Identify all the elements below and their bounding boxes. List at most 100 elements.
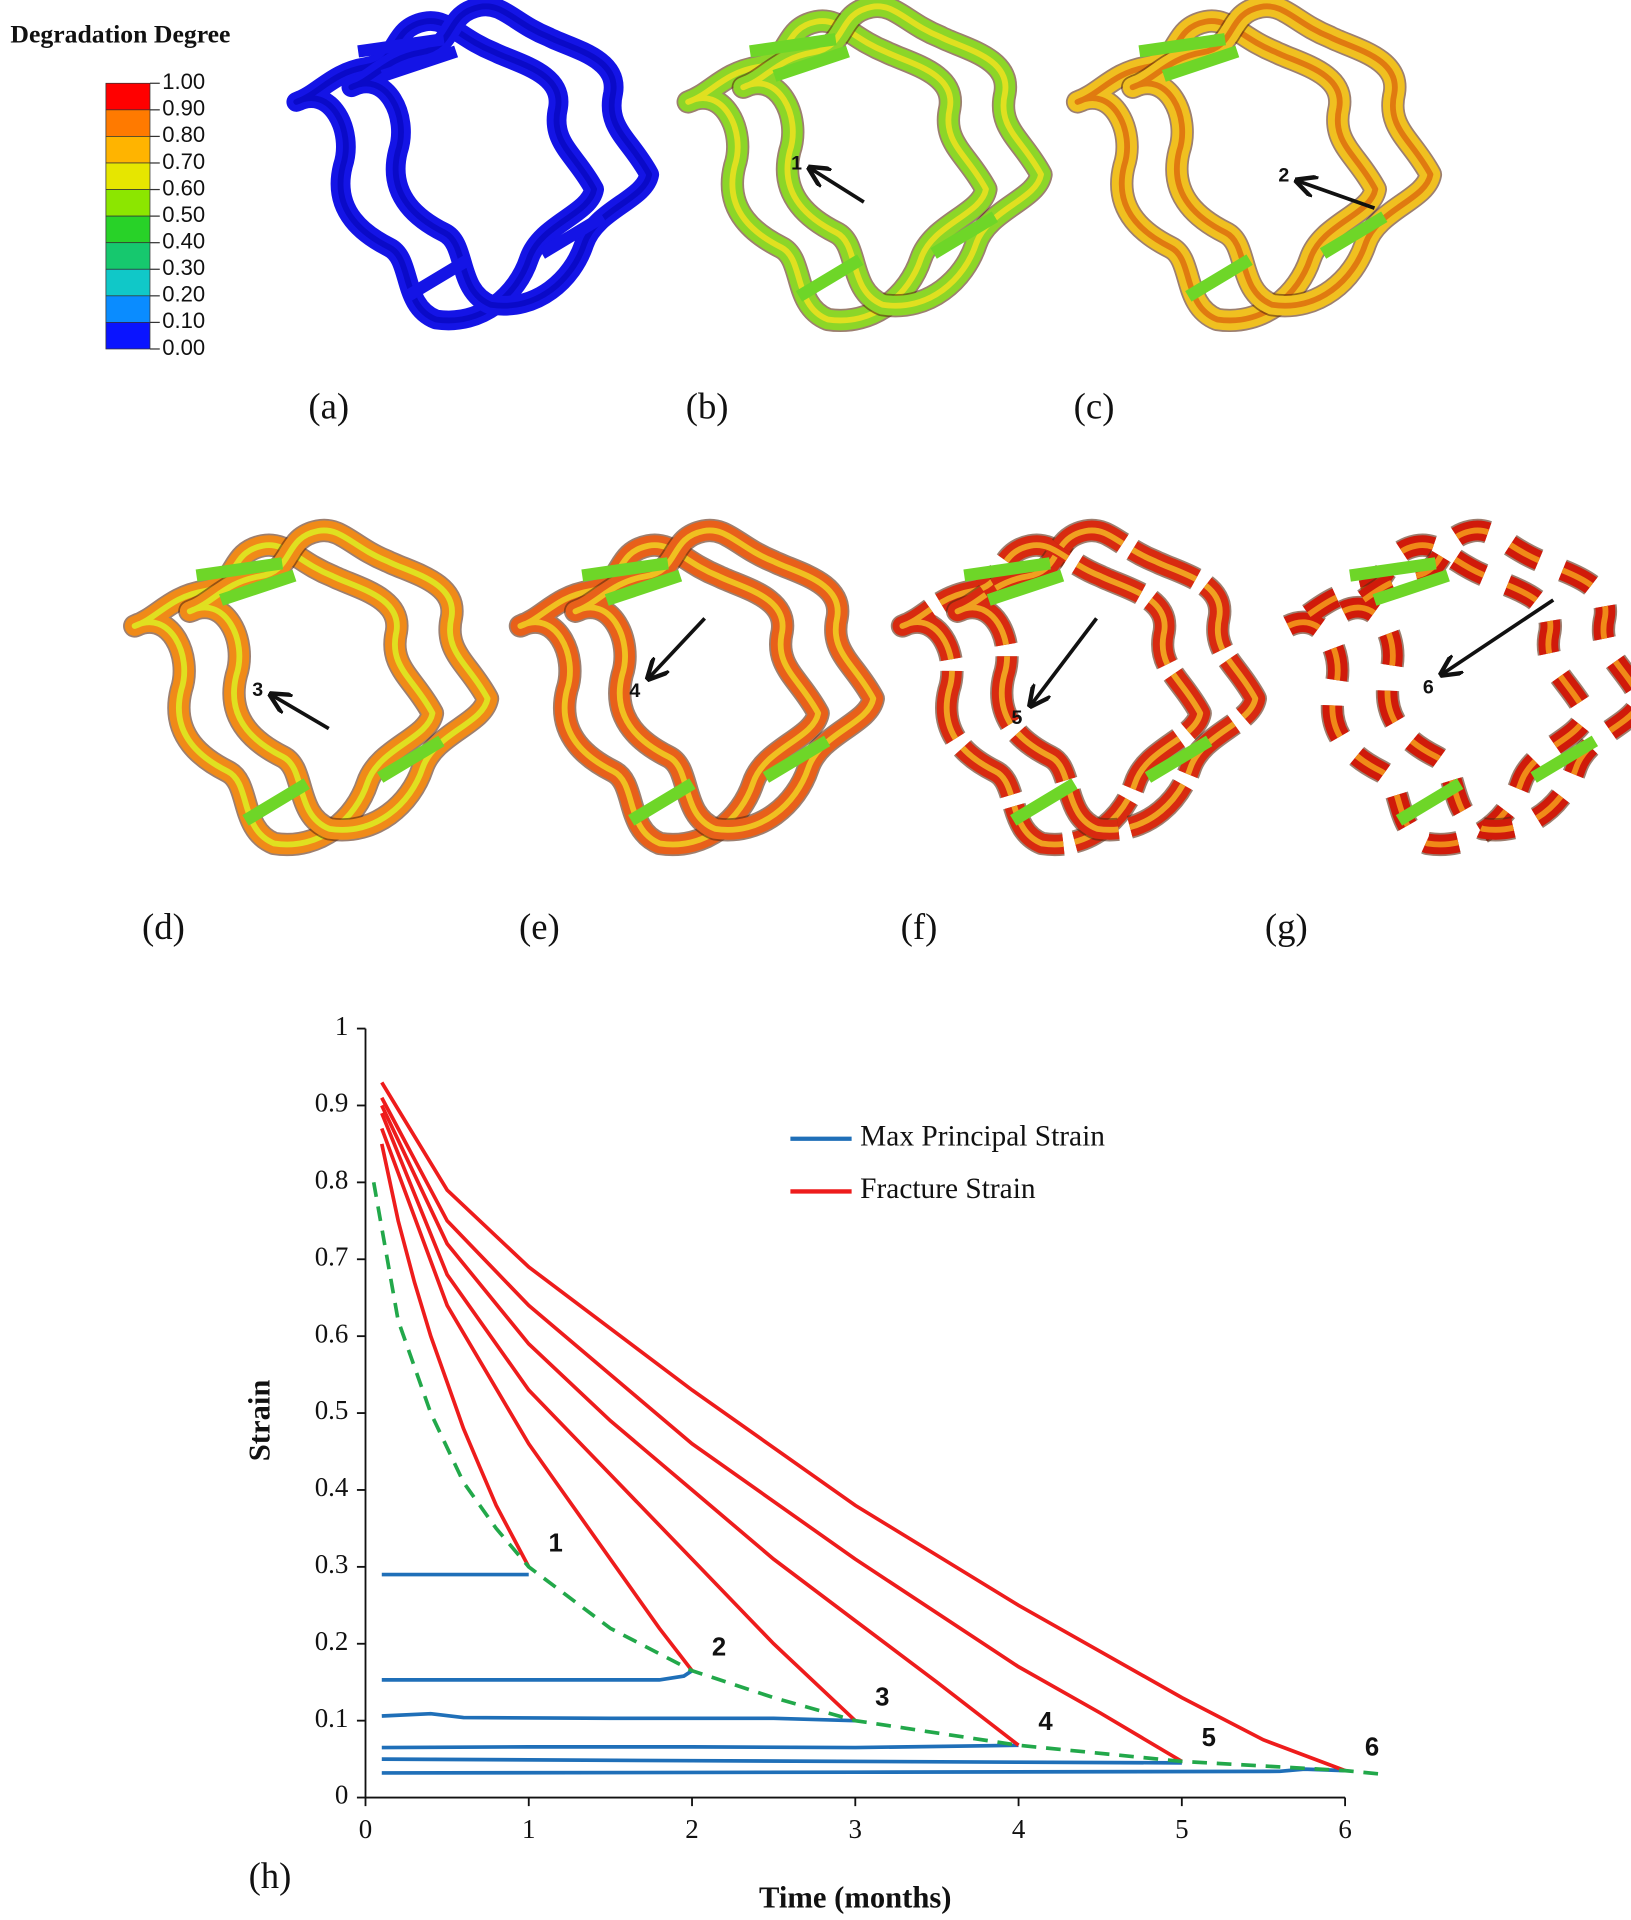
strut-highlight [572,527,877,833]
connector [1349,557,1599,826]
connector [195,557,445,826]
stent [123,518,500,857]
point-label: 5 [1202,1724,1216,1752]
colorbar-swatch [105,189,151,217]
y-tick-label: 0.9 [315,1088,349,1118]
point-label: 1 [549,1530,563,1558]
connector [963,557,1213,826]
arrow [272,696,330,731]
series-line [381,1767,1346,1775]
strut-highlight [1074,18,1379,324]
series-line [379,1143,531,1568]
arrow-label: 3 [252,679,263,701]
y-tick-label: 0.7 [315,1241,349,1271]
envelope-line [371,1182,1387,1777]
colorbar-swatch [105,136,151,164]
strut-highlight [517,542,822,848]
series-line [380,1096,1183,1764]
panel-label: (d) [142,906,185,947]
arrow-label: 6 [1423,676,1434,698]
strut-highlight [685,18,989,324]
arrow [650,617,707,677]
colorbar-label: 0.50 [162,202,205,227]
legend-label: Max Principal Strain [860,1121,1105,1153]
panel-label: (f) [901,906,938,947]
strut-highlight [1129,3,1434,309]
series-line [381,1743,1019,1750]
colorbar-swatch [105,242,151,270]
panel-label: (c) [1074,386,1115,427]
colorbar-label: 0.30 [162,255,205,280]
colorbar-swatch [105,215,151,244]
x-tick-label: 3 [849,1814,862,1844]
arrow-label: 5 [1011,707,1022,729]
series-line [381,1711,856,1723]
arrow-label: 2 [1278,164,1289,186]
y-tick-label: 0.4 [315,1472,349,1502]
colorbar-swatch [105,295,151,323]
colorbar-label: 0.60 [162,175,205,200]
colorbar-swatch [105,109,151,137]
x-tick-label: 6 [1338,1814,1351,1844]
colorbar-label: 0.80 [162,122,205,147]
series-line [380,1112,857,1722]
arrow-label: 4 [629,680,640,702]
arrow [1032,617,1098,704]
point-label: 4 [1038,1708,1053,1736]
stent [890,518,1267,857]
connector [357,33,607,302]
point-label: 2 [712,1633,726,1661]
colorbar-swatch [105,322,151,350]
stent [1065,0,1443,333]
strut-highlight [348,3,653,309]
colorbar-title: Degradation Degree [10,20,230,49]
panel-label: (b) [686,386,729,427]
arrow [1299,181,1376,210]
y-tick-label: 0.5 [315,1395,349,1425]
panel-label: (e) [519,906,560,947]
strut-highlight [740,3,1044,309]
colorbar-label: 0.40 [162,229,205,254]
y-tick-label: 0 [335,1780,348,1810]
series-line [381,1757,1182,1765]
strut-highlight [186,527,491,833]
stent [286,0,660,331]
y-tick-label: 1 [335,1011,348,1041]
x-tick-label: 2 [685,1814,698,1844]
colorbar-swatch [105,268,151,297]
point-label: 3 [875,1683,889,1711]
y-axis-title: Strain [243,1380,277,1462]
colorbar-label: 0.20 [162,282,205,307]
stent [676,0,1053,333]
connector [1138,33,1388,302]
arrow [1443,598,1555,673]
colorbar-label: 0.00 [162,335,205,360]
stent [1276,518,1631,857]
x-tick-label: 1 [522,1814,535,1844]
x-tick-label: 0 [359,1814,372,1844]
panel-label: (a) [308,386,349,427]
y-tick-label: 0.3 [315,1549,349,1579]
series-line [380,1127,694,1672]
strut-highlight [131,542,436,848]
colorbar-swatch [105,82,151,111]
connector [749,33,999,302]
x-tick-label: 5 [1175,1814,1188,1844]
legend-label: Fracture Strain [860,1173,1036,1205]
x-axis-title: Time (months) [759,1880,951,1914]
strut-highlight [293,18,598,324]
panel-label: (h) [249,1855,292,1896]
y-tick-label: 0.8 [315,1165,349,1195]
stent [508,518,885,857]
colorbar-label: 0.10 [162,308,205,333]
point-label: 6 [1365,1733,1379,1761]
colorbar-swatch [105,162,151,190]
x-tick-label: 4 [1012,1814,1026,1844]
series-line [381,1669,694,1682]
strut-highlight [954,527,1259,833]
connector [581,557,831,826]
colorbar-label: 0.90 [162,96,205,121]
series-line [380,1081,1346,1773]
y-tick-label: 0.6 [315,1318,349,1348]
